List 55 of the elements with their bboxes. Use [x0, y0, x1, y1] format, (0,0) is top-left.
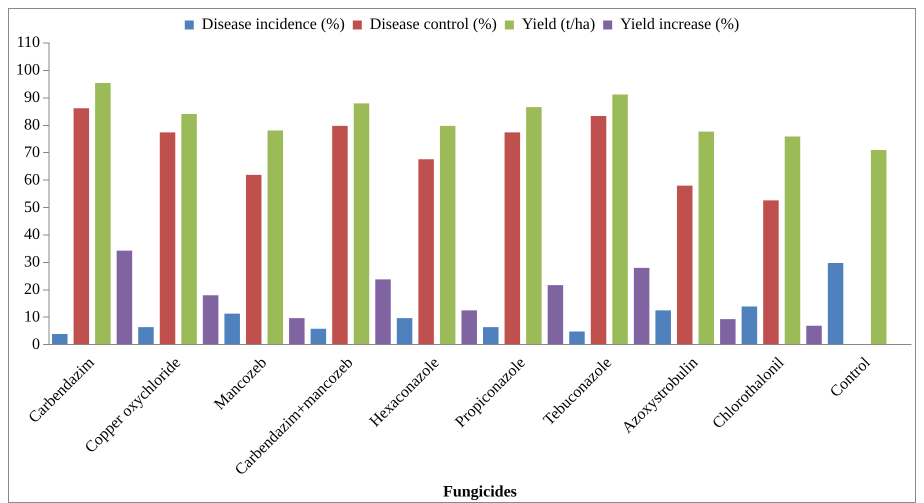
bar — [52, 334, 68, 344]
bar — [396, 318, 412, 344]
legend-label: Disease control (%) — [370, 16, 497, 34]
bar — [634, 268, 650, 344]
bar — [138, 327, 154, 344]
bar — [828, 262, 844, 344]
bar — [224, 314, 240, 344]
bar — [310, 328, 326, 344]
bar — [354, 103, 370, 344]
y-tick-label: 110 — [16, 34, 40, 52]
y-tick-label: 100 — [16, 62, 40, 79]
bar — [763, 200, 779, 344]
bar — [698, 132, 714, 344]
bar — [418, 159, 434, 344]
bar — [720, 319, 736, 344]
legend-label: Yield increase (%) — [620, 16, 740, 34]
y-tick-label: 60 — [24, 171, 40, 188]
bar — [548, 285, 564, 344]
legend-label: Yield (t/ha) — [522, 16, 596, 34]
y-tick-label: 0 — [32, 336, 40, 353]
y-tick-label: 10 — [24, 308, 40, 326]
bar — [742, 306, 758, 344]
bar — [483, 327, 499, 344]
bar — [95, 83, 111, 344]
bar — [806, 326, 822, 344]
bar — [784, 136, 800, 344]
bar — [569, 332, 585, 344]
y-tick-label: 50 — [24, 198, 40, 216]
bar — [268, 130, 284, 344]
y-tick-label: 30 — [24, 254, 40, 271]
bar — [74, 108, 90, 344]
bar — [160, 132, 176, 344]
y-tick-label: 20 — [24, 281, 40, 298]
bar — [116, 250, 132, 344]
bar — [504, 132, 520, 344]
x-axis-title: Fungicides — [443, 484, 517, 501]
y-tick-label: 80 — [24, 116, 40, 134]
bar — [590, 116, 606, 344]
bar — [181, 114, 197, 344]
bar — [612, 94, 628, 344]
bar — [870, 150, 886, 344]
bar — [440, 126, 456, 344]
bar — [676, 186, 692, 344]
bar — [526, 107, 542, 344]
bar — [655, 310, 671, 344]
y-tick-label: 40 — [24, 226, 40, 244]
bar — [202, 295, 218, 344]
bar — [332, 126, 348, 344]
y-tick-label: 70 — [24, 144, 40, 161]
y-tick-label: 90 — [24, 89, 40, 106]
legend-label: Disease incidence (%) — [202, 16, 345, 34]
bar — [461, 310, 477, 344]
bar — [246, 174, 262, 344]
bar — [289, 318, 305, 344]
bar — [375, 279, 391, 344]
